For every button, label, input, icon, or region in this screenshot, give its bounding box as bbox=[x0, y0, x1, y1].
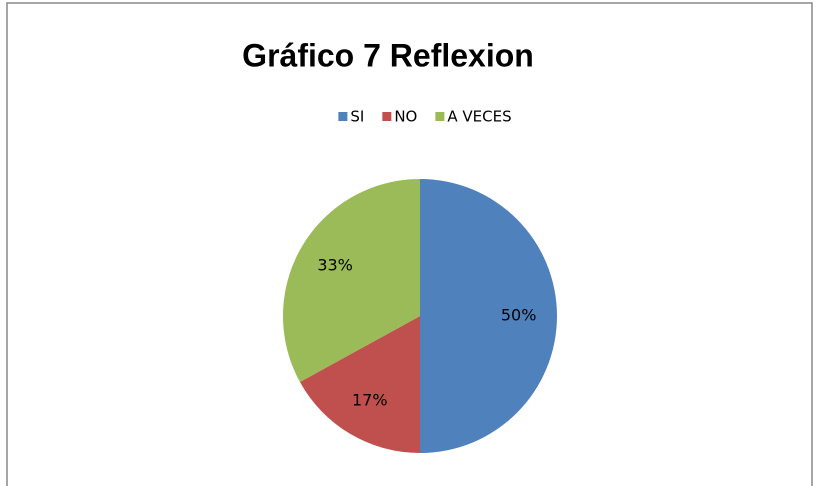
pie-slice bbox=[299, 316, 420, 453]
legend-swatch bbox=[382, 112, 392, 121]
data-label: 33% bbox=[317, 255, 353, 274]
legend-swatch bbox=[338, 112, 348, 121]
chart-frame bbox=[6, 2, 813, 486]
legend-label: NO bbox=[394, 108, 417, 126]
legend-label: A VECES bbox=[447, 108, 511, 126]
chart-title: Gráfico 7 Reflexion bbox=[242, 37, 534, 73]
legend-swatch bbox=[435, 112, 445, 121]
pie-slice bbox=[420, 179, 557, 453]
data-label: 17% bbox=[352, 390, 388, 409]
data-label: 50% bbox=[501, 306, 537, 325]
legend-label: SI bbox=[350, 108, 364, 126]
pie-slice bbox=[283, 179, 420, 383]
